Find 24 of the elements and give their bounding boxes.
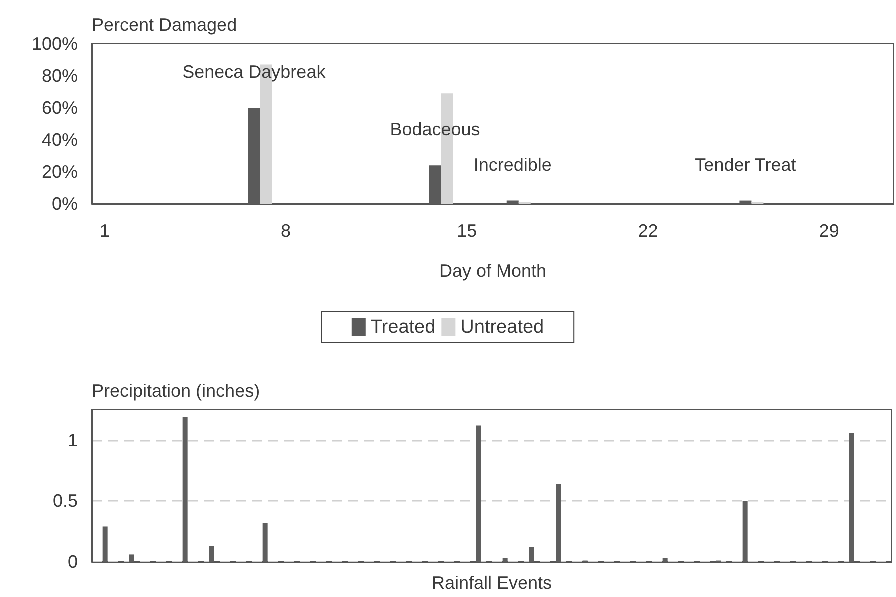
- annotation: Seneca Daybreak: [182, 62, 327, 82]
- x-tick-label: 15: [457, 221, 478, 241]
- y-tick-label: 0.5: [52, 491, 78, 512]
- y-tick-label: 1: [68, 430, 78, 450]
- y-axis-title: Precipitation (inches): [92, 381, 260, 401]
- y-tick-label: 80%: [42, 66, 78, 86]
- x-tick-label: 1: [100, 221, 110, 241]
- legend-label: Treated: [370, 317, 436, 338]
- x-tick-label: 22: [638, 221, 658, 241]
- x-tick-label: 8: [281, 221, 292, 241]
- x-tick-label: 29: [819, 221, 840, 241]
- annotation: Incredible: [474, 154, 552, 175]
- y-axis-title: Percent Damaged: [92, 15, 238, 35]
- y-tick-label: 0: [68, 552, 78, 572]
- x-axis-title: Day of Month: [439, 261, 547, 281]
- y-tick-label: 20%: [42, 162, 78, 182]
- annotation: Bodaceous: [390, 120, 480, 140]
- y-tick-label: 100%: [32, 34, 78, 54]
- y-tick-label: 0%: [52, 194, 78, 214]
- legend-label: Untreated: [460, 317, 544, 338]
- y-tick-label: 60%: [42, 98, 78, 118]
- x-axis-title: Rainfall Events: [432, 573, 552, 593]
- y-tick-label: 40%: [42, 130, 78, 150]
- annotation: Tender Treat: [695, 154, 796, 175]
